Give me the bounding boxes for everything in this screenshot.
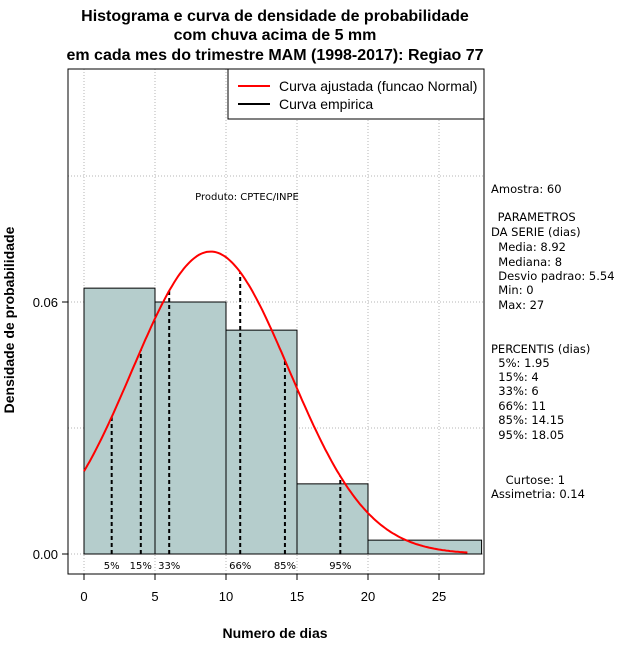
skewness: Assimetria: 0.14 — [491, 487, 585, 501]
histogram-bar — [296, 483, 369, 555]
pct-95: 95%: 18.05 — [491, 428, 564, 442]
percentile-label: 95% — [329, 561, 351, 572]
param-sd: Desvio padrao: 5.54 — [491, 269, 615, 283]
legend: Curva ajustada (funcao Normal) Curva emp… — [227, 68, 485, 120]
chart-title-line-1: Histograma e curva de densidade de proba… — [81, 8, 469, 25]
pct-33: 33%: 6 — [491, 384, 539, 398]
x-tick-label: 5 — [151, 589, 158, 604]
pct-15: 15%: 4 — [491, 370, 539, 384]
kurtosis: Curtose: 1 — [491, 473, 565, 487]
param-max: Max: 27 — [491, 298, 544, 312]
percentile-label: 66% — [229, 561, 251, 572]
percentile-lines-layer: 5% 15% 33% 66% 85% 95% — [104, 272, 351, 572]
param-median: Mediana: 8 — [491, 255, 562, 269]
sample-size: Amostra: 60 — [491, 182, 562, 196]
x-axis-label: Numero de dias — [222, 625, 327, 641]
pct-66: 66%: 11 — [491, 399, 546, 413]
histogram-bar — [83, 287, 156, 555]
x-tick-label: 0 — [80, 589, 87, 604]
chart-title-line-3: em cada mes do trimestre MAM (1998-2017)… — [66, 47, 483, 64]
x-tick-label: 20 — [361, 589, 375, 604]
x-tick-label: 25 — [432, 589, 446, 604]
percentile-label: 33% — [158, 561, 180, 572]
pct-5: 5%: 1.95 — [491, 356, 550, 370]
x-tick-label: 10 — [219, 589, 233, 604]
normal-curve-layer — [83, 250, 468, 554]
legend-box — [227, 68, 485, 120]
percentile-label: 15% — [130, 561, 152, 572]
pct-85: 85%: 14.15 — [491, 413, 564, 427]
histogram-bar — [154, 301, 227, 555]
normal-curve — [83, 250, 468, 554]
chart-title-line-2: com chuva acima de 5 mm — [174, 27, 377, 44]
percentiles-title: PERCENTIS (dias) — [491, 342, 590, 356]
y-tick-label: 0.06 — [33, 295, 58, 310]
parameters-subtitle: DA SERIE (dias) — [491, 225, 581, 239]
stats-panel: Amostra: 60 PARAMETROS DA SERIE (dias) M… — [491, 182, 615, 501]
parameters-title: PARAMETROS — [494, 210, 576, 224]
y-tick-label: 0.00 — [33, 547, 58, 562]
percentile-label: 5% — [104, 561, 120, 572]
credit-text: Produto: CPTEC/INPE — [195, 192, 299, 203]
x-tick-label: 15 — [290, 589, 304, 604]
legend-label-empirical: Curva empirica — [279, 96, 373, 112]
percentile-label: 85% — [274, 561, 296, 572]
y-axis-label: Densidade de probabilidade — [1, 226, 17, 413]
param-min: Min: 0 — [491, 283, 534, 297]
param-mean: Media: 8.92 — [491, 240, 566, 254]
bars-layer — [83, 287, 483, 555]
legend-label-fitted: Curva ajustada (funcao Normal) — [279, 78, 477, 94]
